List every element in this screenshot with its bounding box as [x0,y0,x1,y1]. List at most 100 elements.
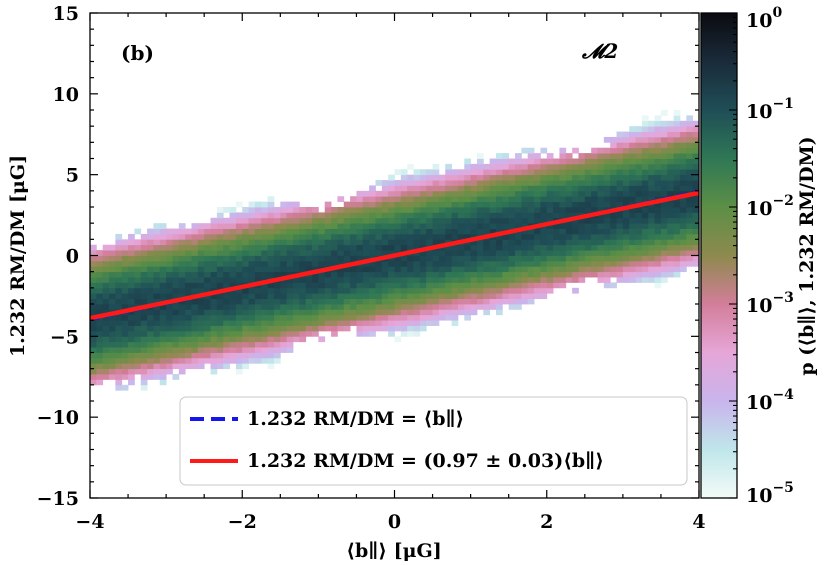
heatmap-cell [115,260,123,267]
heatmap-cell [610,266,617,273]
heatmap-cell [660,169,668,176]
heatmap-cell [641,271,649,278]
heatmap-cell [350,271,357,278]
heatmap-cell [254,298,262,305]
heatmap-cell [109,250,116,256]
heatmap-cell [229,228,237,235]
heatmap-cell [178,304,186,310]
heatmap-cell [293,250,300,256]
heatmap-cell [635,239,643,246]
heatmap-cell [667,250,675,256]
heatmap-cell [248,201,256,208]
heatmap-cell [166,341,173,348]
heatmap-cell [242,363,249,370]
heatmap-cell [191,341,199,348]
heatmap-cell [534,190,541,197]
heatmap-cell [134,325,142,332]
heatmap-cell [660,185,668,192]
heatmap-cell [635,196,643,203]
heatmap-cell [597,244,605,251]
heatmap-cell [464,163,472,170]
heatmap-cell [400,271,408,278]
heatmap-cell [527,277,535,283]
heatmap-cell [197,250,205,256]
heatmap-cell [603,255,611,262]
heatmap-cell [147,347,154,353]
heatmap-cell [312,266,319,273]
heatmap-cell [419,266,427,273]
heatmap-cell [394,260,402,267]
heatmap-cell [388,314,395,321]
heatmap-cell [299,309,307,316]
heatmap-cell [584,260,592,267]
heatmap-cell [356,277,364,283]
heatmap-cell [673,207,681,213]
heatmap-cell [641,233,649,240]
heatmap-cell [172,250,180,256]
heatmap-cell [305,298,313,305]
heatmap-cell [622,196,630,203]
heatmap-cell [166,255,173,262]
heatmap-cell [686,126,694,132]
heatmap-cell [648,126,655,132]
heatmap-cell [629,266,636,273]
heatmap-cell [343,325,351,332]
heatmap-cell [660,244,668,251]
heatmap-cell [248,357,256,364]
heatmap-cell [565,201,573,208]
heatmap-cell [515,190,522,197]
heatmap-cell [527,282,535,289]
heatmap-cell [496,309,503,316]
y-axis-label: 1.232 RM/DM [μG] [7,155,29,357]
heatmap-cell [578,250,586,256]
heatmap-cell [121,336,129,343]
heatmap-cell [654,282,662,289]
heatmap-cell [419,250,427,256]
heatmap-cell [476,169,484,176]
heatmap-cell [603,250,611,256]
heatmap-cell [603,223,611,229]
heatmap-cell [242,336,249,343]
heatmap-cell [667,228,675,235]
heatmap-cell [483,244,491,251]
heatmap-cell [299,287,307,294]
heatmap-cell [134,239,142,246]
heatmap-cell [115,368,123,375]
heatmap-cell [299,212,307,219]
heatmap-cell [254,304,262,310]
heatmap-cell [235,293,243,300]
heatmap-cell [438,217,446,224]
x-tick-label: 2 [540,511,553,533]
heatmap-cell [324,228,332,235]
heatmap-cell [185,250,192,256]
heatmap-cell [654,142,662,149]
heatmap-cell [267,223,275,229]
heatmap-cell [667,163,675,170]
heatmap-cell [210,341,218,348]
heatmap-cell [261,287,269,294]
heatmap-cell [457,277,465,283]
colorbar-tick-label: 100 [746,5,782,32]
heatmap-cell [248,255,256,262]
heatmap-cell [318,287,326,294]
heatmap-cell [362,233,370,240]
heatmap-cell [407,190,414,197]
heatmap-cell [375,271,383,278]
heatmap-cell [686,244,694,251]
heatmap-cell [337,233,345,240]
heatmap-cell [267,341,275,348]
heatmap-cell [191,309,199,316]
heatmap-cell [597,260,605,267]
heatmap-cell [261,207,269,213]
heatmap-cell [648,266,655,273]
heatmap-cell [216,212,224,219]
heatmap-cell [248,260,256,267]
heatmap-cell [312,309,319,316]
heatmap-cell [153,374,161,380]
heatmap-cell [521,190,529,197]
heatmap-cell [293,298,300,305]
heatmap-cell [394,271,402,278]
heatmap-cell [242,357,249,364]
heatmap-cell [489,207,497,213]
heatmap-cell [559,282,567,289]
